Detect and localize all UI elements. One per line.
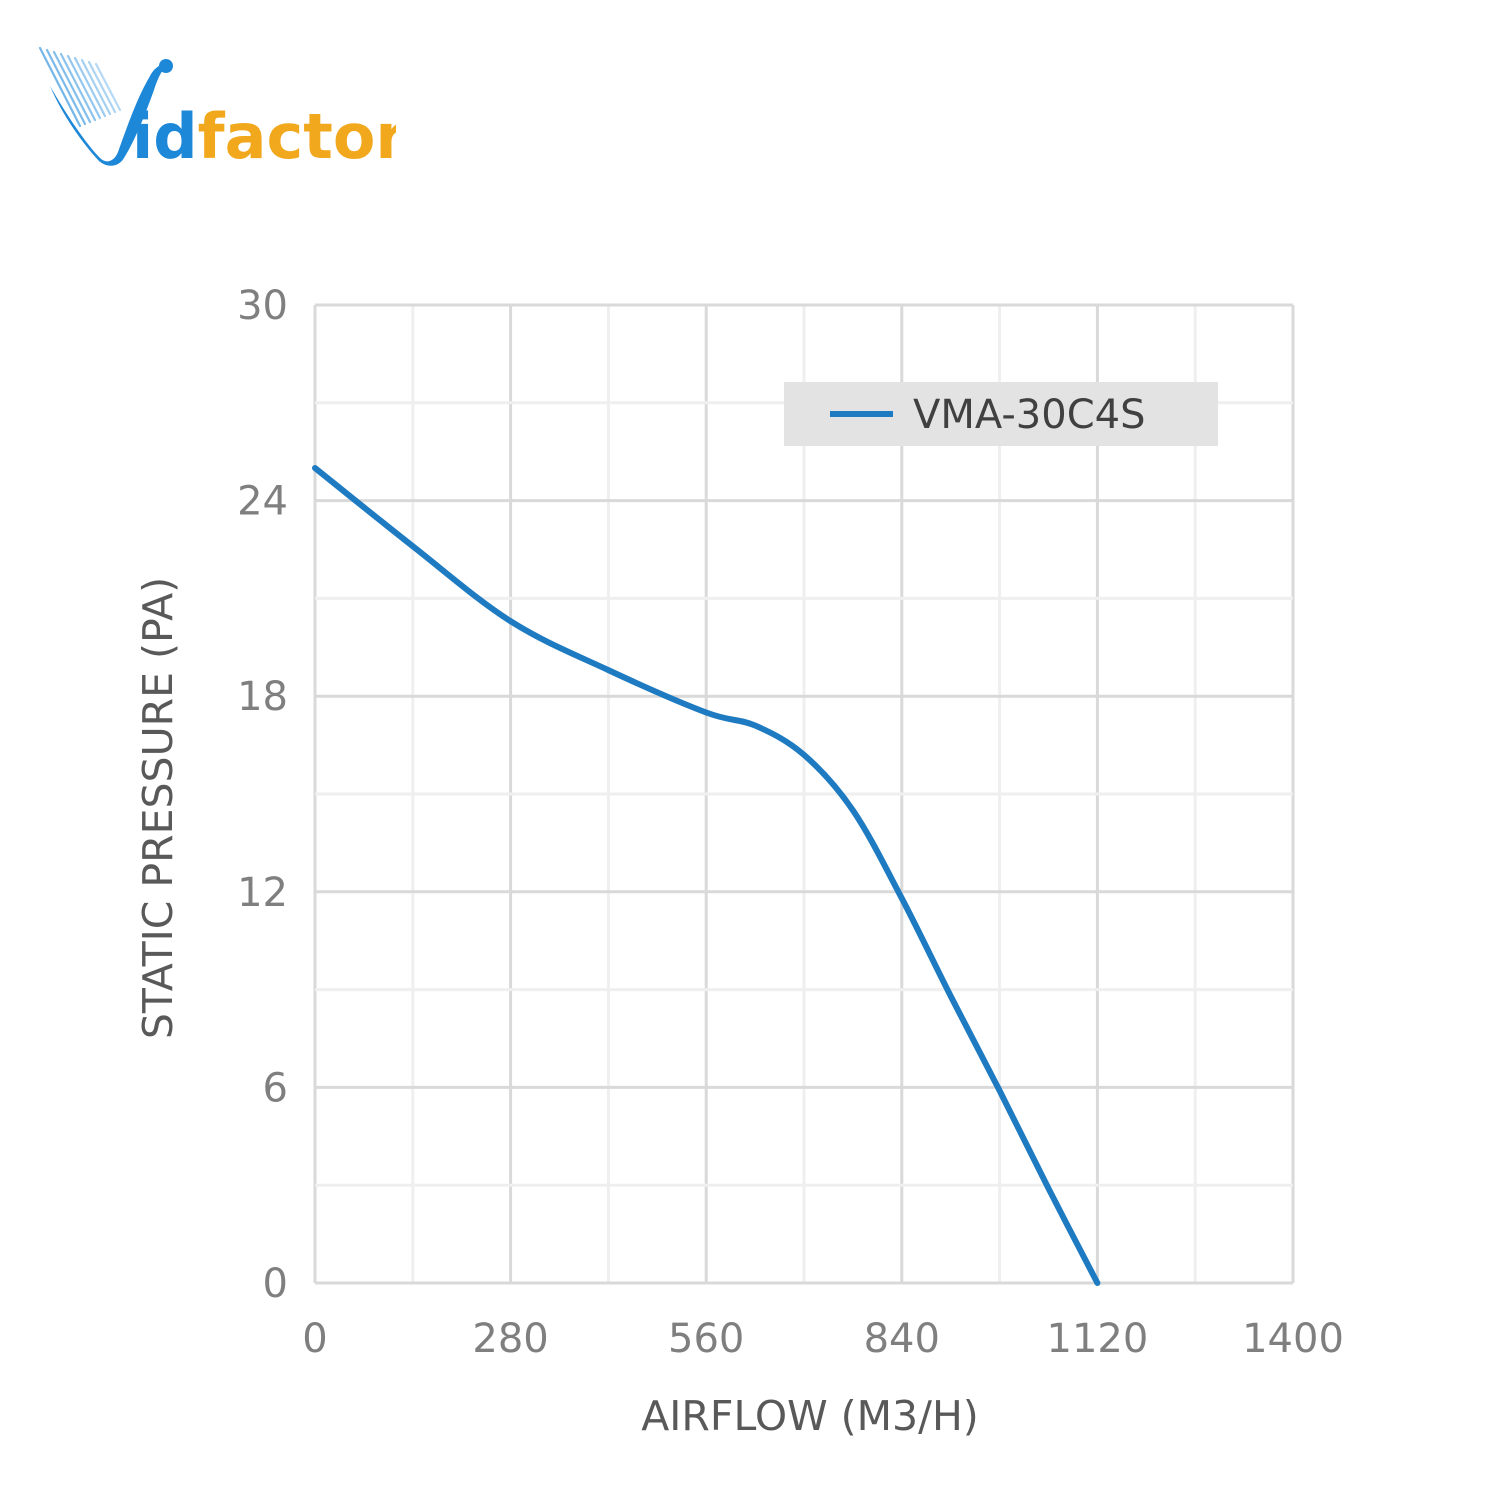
y-tick-label: 30 xyxy=(237,283,288,329)
logo-streak-icon xyxy=(73,56,107,118)
legend: VMA-30C4S xyxy=(784,382,1218,446)
logo-streak-icon xyxy=(38,46,82,128)
y-tick-label: 12 xyxy=(237,870,288,916)
x-tick-label: 1120 xyxy=(1047,1316,1149,1362)
logo-text-id: id xyxy=(132,100,198,173)
y-tick-labels: 0 6 12 18 24 30 xyxy=(237,283,288,1307)
grid-lines xyxy=(313,303,1295,1285)
y-axis-title: STATIC PRESSURE (PA) xyxy=(134,577,182,1039)
logo-text: idfactor xyxy=(132,100,396,173)
logo-streak-icon xyxy=(80,58,112,116)
vidfactor-logo: idfactor xyxy=(38,46,396,173)
x-tick-label: 280 xyxy=(472,1316,548,1362)
logo-bird-head-icon xyxy=(159,59,173,73)
logo-streak-icon xyxy=(52,50,92,124)
logo-text-factor: factor xyxy=(198,100,396,173)
y-tick-label: 0 xyxy=(263,1261,288,1307)
logo-streak-icon xyxy=(45,48,87,126)
logo-streak-icon xyxy=(66,54,102,120)
x-axis-title: AIRFLOW (M3/H) xyxy=(641,1392,979,1440)
y-tick-label: 24 xyxy=(237,479,288,525)
series-line-vma-30c4s xyxy=(312,465,1101,1286)
x-tick-label: 560 xyxy=(668,1316,744,1362)
x-tick-labels: 0 280 560 840 1120 1400 xyxy=(302,1316,1344,1362)
x-tick-label: 840 xyxy=(864,1316,940,1362)
x-tick-label: 1400 xyxy=(1242,1316,1344,1362)
logo-streaks-icon xyxy=(38,46,122,128)
logo-v-mark-icon xyxy=(50,63,170,166)
legend-label-vma-30c4s: VMA-30C4S xyxy=(913,392,1145,438)
logo-streak-icon xyxy=(87,60,117,114)
series-layer xyxy=(312,465,1101,1286)
x-tick-label: 0 xyxy=(302,1316,327,1362)
y-tick-label: 6 xyxy=(263,1065,288,1111)
logo-streak-icon xyxy=(94,62,122,112)
y-tick-label: 18 xyxy=(237,674,288,720)
logo-streak-icon xyxy=(59,52,97,122)
